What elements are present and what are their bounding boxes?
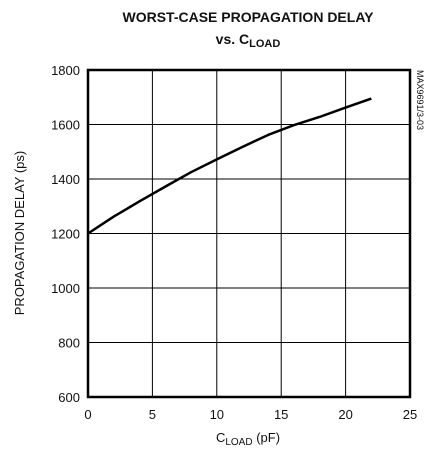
x-tick-label: 5 (149, 407, 156, 422)
x-tick-label: 25 (403, 407, 417, 422)
x-tick-label: 15 (274, 407, 288, 422)
y-tick-label: 800 (58, 336, 80, 351)
y-tick-label: 1400 (51, 172, 80, 187)
xlabel-text: C (216, 430, 225, 445)
x-tick-label: 0 (84, 407, 91, 422)
xlabel-sub: LOAD (225, 437, 252, 448)
chart-title: WORST-CASE PROPAGATION DELAY (123, 9, 375, 25)
chart-subtitle: vs. CLOAD (216, 31, 281, 50)
x-tick-label: 10 (210, 407, 224, 422)
y-tick-label: 1600 (51, 118, 80, 133)
y-axis-label: PROPAGATION DELAY (ps) (12, 151, 27, 315)
subtitle-text: vs. C (216, 31, 249, 47)
annotation: MAX9691/3-03 (415, 70, 425, 130)
y-tick-label: 600 (58, 390, 80, 405)
x-axis-label: CLOAD (pF) (216, 430, 280, 448)
xlabel-unit: (pF) (253, 430, 280, 445)
data-line (87, 97, 372, 235)
subtitle-sub: LOAD (249, 38, 280, 50)
y-tick-label: 1000 (51, 281, 80, 296)
y-tick-label: 1800 (51, 63, 80, 78)
y-tick-label: 1200 (51, 227, 80, 242)
x-tick-label: 20 (338, 407, 352, 422)
